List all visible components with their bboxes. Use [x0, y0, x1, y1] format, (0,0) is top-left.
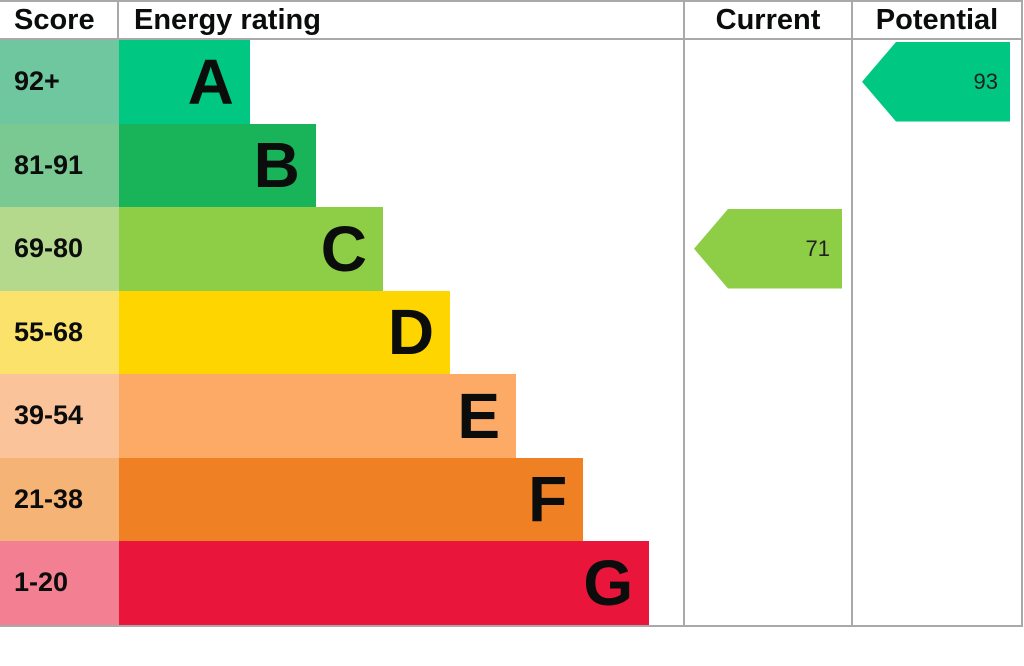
- rating-letter: E: [457, 379, 501, 452]
- column-header-score: Score: [0, 2, 119, 40]
- rating-letter: G: [583, 546, 634, 619]
- rating-bar-cell-d: D: [119, 290, 683, 374]
- score-range-e: 39-54: [0, 374, 119, 458]
- current-cell-e: [683, 374, 851, 458]
- rating-bar-a: A: [119, 40, 250, 124]
- rating-letter: A: [187, 45, 234, 118]
- current-cell-g: [683, 541, 851, 625]
- score-range-c: 69-80: [0, 207, 119, 291]
- current-cell-a: [683, 40, 851, 124]
- score-range-label: 1-20: [14, 567, 69, 598]
- rating-bar-cell-b: B: [119, 123, 683, 207]
- epc-chart-table: Score Energy rating Current Potential 92…: [0, 0, 1023, 627]
- rating-bar-g: G: [119, 541, 650, 625]
- column-header-potential: Potential: [851, 2, 1023, 40]
- score-range-label: 21-38: [14, 483, 84, 514]
- potential-rating-arrow: 93: [862, 42, 1010, 122]
- rating-letter: D: [387, 296, 435, 369]
- score-range-label: 81-91: [14, 149, 84, 180]
- rating-bar-cell-c: C: [119, 207, 683, 291]
- score-range-b: 81-91: [0, 123, 119, 207]
- rating-letter: F: [528, 463, 568, 536]
- current-cell-b: [683, 123, 851, 207]
- score-range-label: 39-54: [14, 400, 84, 431]
- score-range-f: 21-38: [0, 457, 119, 541]
- current-cell-c: 71: [683, 207, 851, 291]
- rating-bar-f: F: [119, 457, 584, 541]
- potential-cell-e: [851, 374, 1023, 458]
- potential-cell-d: [851, 290, 1023, 374]
- potential-rating-value: 93: [973, 68, 998, 94]
- potential-cell-a: 93: [851, 40, 1023, 124]
- current-rating-arrow: 71: [694, 209, 842, 289]
- score-range-label: 55-68: [14, 316, 84, 347]
- rating-bar-d: D: [119, 290, 451, 374]
- score-range-a: 92+: [0, 40, 119, 124]
- column-header-current: Current: [683, 2, 851, 40]
- rating-bar-c: C: [119, 207, 383, 291]
- rating-bar-cell-a: A: [119, 40, 683, 124]
- current-rating-value: 71: [805, 235, 830, 261]
- rating-letter: C: [320, 212, 367, 285]
- score-range-label: 69-80: [14, 233, 84, 264]
- potential-cell-b: [851, 123, 1023, 207]
- rating-bar-b: B: [119, 123, 316, 207]
- rating-bar-cell-g: G: [119, 541, 683, 625]
- rating-letter: B: [253, 129, 300, 202]
- score-range-g: 1-20: [0, 541, 119, 625]
- current-cell-d: [683, 290, 851, 374]
- score-range-d: 55-68: [0, 290, 119, 374]
- rating-bar-cell-e: E: [119, 374, 683, 458]
- rating-bar-cell-f: F: [119, 457, 683, 541]
- potential-cell-g: [851, 541, 1023, 625]
- column-header-energy-rating: Energy rating: [119, 2, 683, 40]
- potential-cell-f: [851, 457, 1023, 541]
- current-cell-f: [683, 457, 851, 541]
- score-range-label: 92+: [14, 66, 60, 97]
- potential-cell-c: [851, 207, 1023, 291]
- rating-bar-e: E: [119, 374, 517, 458]
